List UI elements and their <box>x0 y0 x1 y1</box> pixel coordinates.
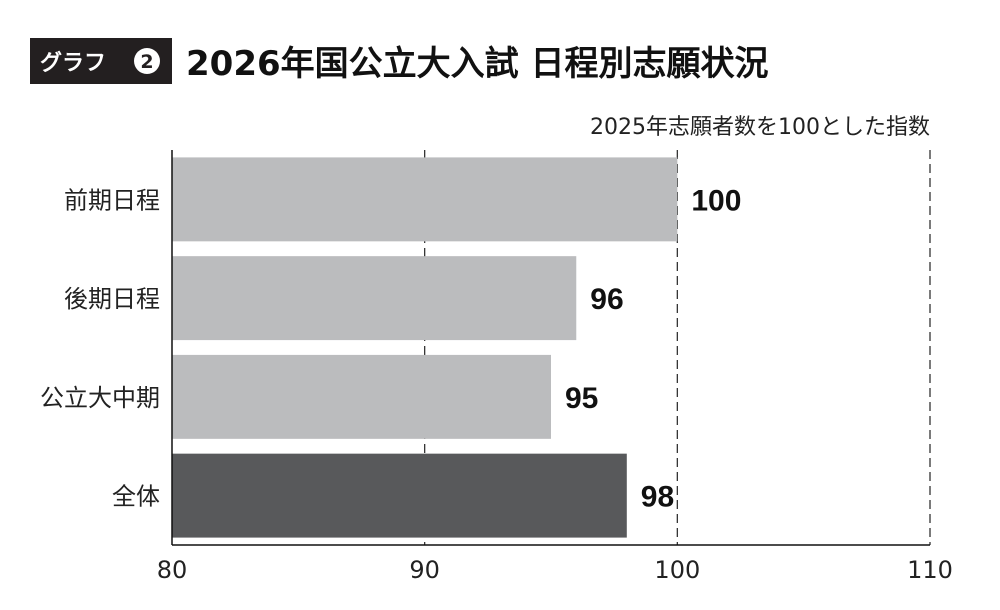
graph-badge-number: 2 <box>140 51 153 73</box>
value-label: 95 <box>565 382 598 415</box>
category-label: 後期日程 <box>64 285 160 313</box>
value-label: 96 <box>590 283 623 316</box>
chart-subtitle: 2025年志願者数を100とした指数 <box>590 115 930 140</box>
bar <box>172 453 627 538</box>
value-label: 100 <box>691 184 741 217</box>
x-tick-label: 100 <box>654 556 700 584</box>
x-tick-label: 110 <box>907 556 953 584</box>
value-label: 98 <box>641 481 674 514</box>
bar <box>172 256 577 341</box>
value-labels: 100 96 95 98 <box>565 184 741 513</box>
chart-title: 2026年国公立大入試 日程別志願状況 <box>186 44 768 84</box>
bars <box>172 157 678 538</box>
x-tick-label: 80 <box>157 556 188 584</box>
graph-badge-label: グラフ <box>40 50 106 76</box>
category-label: 前期日程 <box>64 186 160 214</box>
category-label: 公立大中期 <box>40 384 160 412</box>
graph-badge-number-circle <box>134 48 160 74</box>
x-tick-labels: 80 90 100 110 <box>157 556 953 584</box>
category-label: 全体 <box>112 483 160 511</box>
bar <box>172 157 678 242</box>
x-tick-label: 90 <box>409 556 440 584</box>
bar <box>172 354 551 439</box>
